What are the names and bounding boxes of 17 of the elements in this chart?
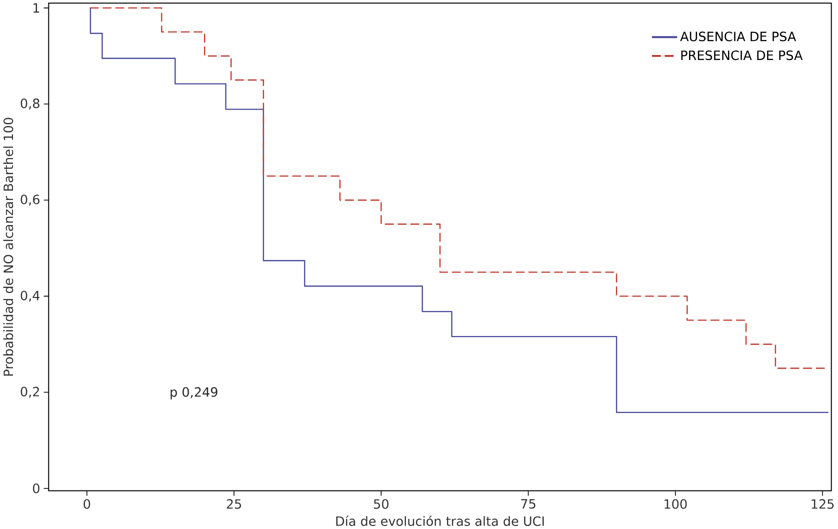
x-tick-label: 50 [374,499,388,509]
legend-label: AUSENCIA DE PSA [680,32,796,42]
x-axis-title: Día de evolución tras alta de UCI [336,515,544,526]
y-axis-title: Probabilidad de NO alcanzar Barthel 100 [3,118,14,376]
x-tick-label: 100 [664,499,687,509]
x-tick-label: 0 [84,499,90,509]
y-tick-label: 1 [34,3,40,12]
x-tick-label: 75 [521,499,536,509]
y-tick-label: 0,6 [20,194,40,206]
y-tick-label: 0 [32,483,40,494]
y-tick-label: 0,4 [20,290,40,302]
legend-label: PRESENCIA DE PSA [681,50,803,60]
annotation: p 0,249 [170,387,218,400]
x-tick-label: 25 [226,499,242,509]
y-tick-label: 0,2 [20,386,39,398]
x-tick-label: 125 [812,499,834,509]
y-tick-label: 0,8 [20,98,40,110]
